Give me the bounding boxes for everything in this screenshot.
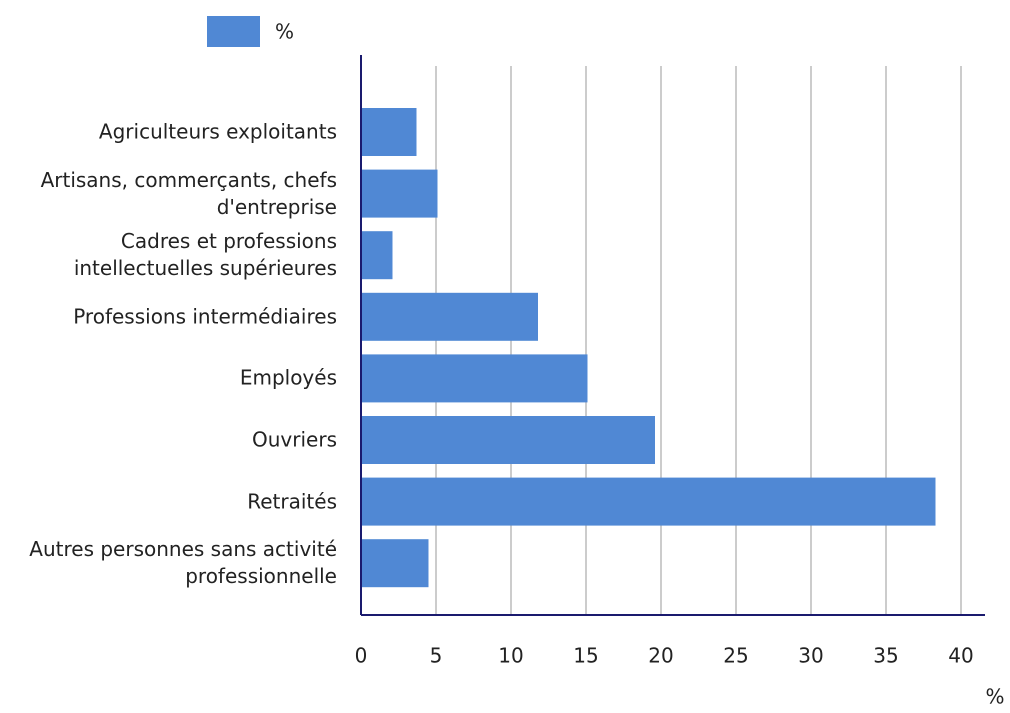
x-tick-label: 40 xyxy=(948,644,973,668)
y-tick-label: Artisans, commerçants, chefs d'entrepris… xyxy=(40,167,337,219)
y-tick-label: Retraités xyxy=(247,489,337,514)
x-tick-label: 20 xyxy=(648,644,673,668)
x-tick-label: 10 xyxy=(498,644,523,668)
bar xyxy=(361,292,538,341)
y-tick-label: Employés xyxy=(239,365,337,390)
x-axis-title: % xyxy=(985,685,1004,709)
bar xyxy=(361,231,393,280)
legend-swatch xyxy=(207,16,260,47)
x-tick-label: 15 xyxy=(573,644,598,668)
y-tick-label: Ouvriers xyxy=(252,427,337,452)
x-tick-label: 30 xyxy=(798,644,823,668)
y-tick-label: Professions intermédiaires xyxy=(73,304,337,329)
bar xyxy=(361,416,655,464)
legend-label: % xyxy=(275,20,294,44)
bar xyxy=(361,354,588,403)
bar xyxy=(361,539,429,588)
bar xyxy=(361,108,417,156)
x-tick-label: 25 xyxy=(723,644,748,668)
y-tick-label: Cadres et professions intellectuelles su… xyxy=(73,229,337,281)
bar xyxy=(361,477,936,526)
y-tick-label: Agriculteurs exploitants xyxy=(98,119,337,144)
bar xyxy=(361,169,438,218)
y-tick-label: Autres personnes sans activité professio… xyxy=(29,537,337,589)
x-tick-label: 0 xyxy=(355,644,368,668)
x-tick-label: 5 xyxy=(430,644,443,668)
x-tick-label: 35 xyxy=(873,644,898,668)
